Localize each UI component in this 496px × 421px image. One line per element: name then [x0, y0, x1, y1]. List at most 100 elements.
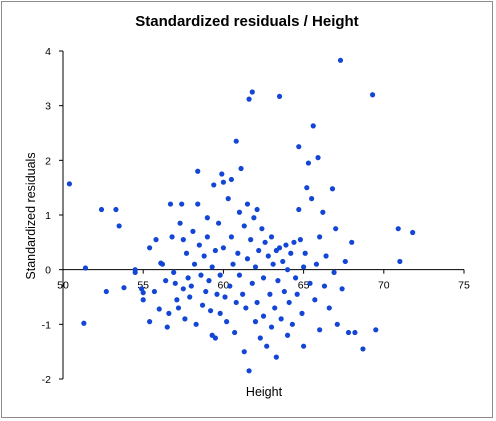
data-point [195, 168, 201, 174]
data-point [201, 253, 207, 259]
data-point [246, 368, 252, 374]
data-point [281, 288, 287, 295]
data-point [212, 247, 218, 254]
data-point [320, 209, 326, 215]
data-point [260, 275, 267, 281]
y-tick-label: 3 [45, 101, 51, 113]
data-point [302, 250, 308, 256]
data-point [190, 228, 196, 234]
data-point [180, 286, 186, 292]
x-tick-label: 70 [378, 280, 390, 292]
data-point [339, 286, 345, 292]
data-point [132, 267, 138, 273]
data-point [252, 319, 259, 325]
data-point [163, 278, 169, 284]
data-point [159, 261, 166, 267]
data-point [276, 93, 283, 99]
y-axis-label: Standardized residuals [24, 152, 38, 279]
data-point [267, 291, 273, 297]
data-point [252, 264, 259, 270]
data-point [312, 297, 318, 303]
data-point [222, 294, 228, 300]
data-point [323, 253, 329, 259]
data-point [167, 201, 174, 207]
data-point [254, 299, 260, 306]
y-tick-label: 1 [45, 210, 51, 222]
data-point [185, 275, 191, 281]
y-tick-label: 4 [45, 46, 51, 58]
data-point [193, 321, 199, 327]
data-point [219, 171, 225, 177]
data-point [121, 285, 127, 291]
data-point [236, 272, 243, 278]
data-point [241, 349, 247, 355]
data-point [259, 226, 265, 232]
data-point [360, 346, 366, 352]
data-point [217, 310, 223, 316]
data-point [140, 297, 146, 303]
x-tick-label: 65 [298, 280, 310, 292]
x-axis-label: Height [246, 385, 283, 399]
data-point [203, 288, 209, 295]
data-point [211, 182, 217, 188]
data-point [265, 253, 271, 259]
data-point [307, 280, 313, 286]
data-point [249, 89, 255, 95]
data-point [233, 299, 239, 306]
data-point [333, 226, 339, 232]
x-tick-label: 50 [57, 280, 69, 292]
y-tick-label: -1 [42, 319, 51, 331]
data-point [244, 256, 251, 262]
data-point [232, 329, 238, 336]
data-point [212, 335, 218, 341]
data-point [254, 206, 260, 213]
data-point [206, 278, 212, 284]
data-point [349, 239, 355, 245]
data-point [196, 242, 202, 248]
data-point [329, 186, 336, 192]
data-point [220, 179, 226, 185]
data-point [268, 324, 275, 330]
data-point [224, 319, 230, 325]
data-point [268, 234, 275, 240]
data-point [147, 319, 153, 325]
data-point [272, 305, 278, 311]
data-point [395, 226, 401, 232]
y-tick-label: 2 [45, 155, 51, 167]
data-point [66, 181, 73, 187]
data-point [317, 234, 323, 240]
data-point [397, 258, 403, 265]
x-tick-label: 55 [137, 280, 149, 292]
data-point [244, 201, 251, 207]
data-point [310, 123, 316, 129]
data-point [321, 283, 328, 289]
data-point [204, 234, 210, 240]
data-point [334, 321, 340, 327]
data-point [301, 264, 307, 270]
data-point [291, 239, 297, 245]
data-point [209, 264, 215, 270]
data-point [284, 332, 291, 338]
data-point [283, 242, 289, 248]
data-point [256, 247, 262, 254]
data-point [262, 239, 268, 245]
data-point [175, 305, 182, 311]
data-point [251, 215, 257, 221]
data-point [228, 176, 235, 183]
data-point [243, 305, 249, 311]
data-point [207, 308, 214, 314]
data-point [299, 310, 305, 316]
data-point [246, 96, 252, 102]
data-point [238, 165, 244, 172]
data-point [220, 245, 226, 251]
data-point [169, 234, 175, 240]
data-point [337, 57, 344, 63]
x-tick-label: 75 [458, 280, 470, 292]
data-point [116, 223, 122, 229]
data-point [410, 229, 416, 236]
data-point [227, 283, 233, 289]
data-point [187, 294, 193, 300]
data-point [289, 321, 295, 327]
